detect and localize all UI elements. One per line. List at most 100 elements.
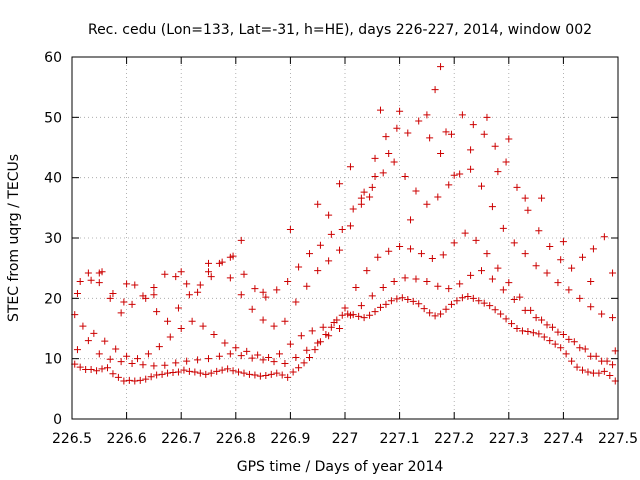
data-point (355, 312, 363, 320)
data-point (554, 328, 562, 336)
data-point (357, 194, 365, 202)
data-point (371, 154, 379, 162)
data-point (374, 253, 382, 261)
data-point (398, 294, 406, 302)
data-point (314, 339, 322, 347)
data-point (248, 305, 256, 313)
data-point (513, 183, 521, 191)
data-point (412, 275, 420, 283)
data-point (245, 370, 253, 378)
data-point (95, 279, 103, 287)
data-point (557, 344, 565, 352)
data-point (428, 255, 436, 263)
data-point (524, 206, 532, 214)
data-point (412, 187, 420, 195)
data-point (336, 325, 344, 332)
data-point (559, 238, 567, 246)
data-point (579, 253, 587, 261)
axis-ticks: 226.5 226.6 226.7 226.8 226.9 227 227.1 227.2 22… (44, 50, 638, 447)
data-point (431, 86, 439, 94)
data-point (568, 264, 576, 272)
data-point (363, 267, 371, 275)
data-point (598, 310, 606, 318)
data-point (393, 124, 401, 132)
data-point (368, 183, 376, 191)
data-point (573, 363, 581, 371)
data-point (308, 327, 316, 335)
data-point (510, 239, 518, 247)
data-point (161, 361, 169, 369)
data-point (458, 294, 466, 302)
data-point (221, 339, 229, 347)
data-point (226, 350, 234, 358)
data-point (357, 200, 365, 208)
data-point (218, 258, 226, 266)
data-point (243, 347, 251, 355)
data-point (538, 194, 546, 202)
data-point (521, 194, 529, 202)
data-point (565, 286, 573, 294)
data-point (404, 296, 412, 304)
data-point (346, 163, 354, 171)
data-point (164, 369, 172, 377)
data-point (502, 315, 510, 323)
data-point (437, 63, 445, 71)
data-point (535, 227, 543, 235)
data-point (437, 310, 445, 318)
data-point (513, 325, 521, 332)
data-point (106, 355, 114, 363)
data-point (295, 263, 303, 271)
chart-title: Rec. cedu (Lon=133, Lat=-31, h=HE), days… (88, 22, 592, 38)
data-point (423, 200, 431, 208)
data-point (273, 286, 281, 294)
data-point (248, 354, 256, 362)
data-point (169, 369, 177, 377)
data-point (434, 193, 442, 201)
data-point (185, 367, 193, 375)
data-point (499, 286, 507, 294)
data-point (125, 376, 133, 384)
data-point (194, 288, 202, 296)
data-point (150, 283, 158, 291)
data-point (494, 264, 502, 272)
data-point (371, 172, 379, 180)
data-point (286, 340, 294, 348)
data-point (467, 146, 475, 154)
data-point (442, 128, 450, 136)
data-point (123, 280, 131, 288)
data-point (467, 271, 475, 279)
data-point (196, 369, 204, 377)
data-point (303, 346, 311, 354)
data-point (480, 130, 488, 138)
data-point (576, 344, 584, 352)
data-point (265, 353, 273, 361)
data-point (155, 343, 163, 351)
data-point (488, 275, 496, 283)
data-point (185, 291, 193, 299)
data-point (109, 290, 117, 298)
data-point (609, 269, 617, 277)
data-point (431, 312, 439, 320)
y-tick-label: 30 (44, 231, 62, 247)
data-point (387, 297, 395, 305)
data-point (407, 245, 415, 253)
data-point (445, 181, 453, 189)
data-point (562, 350, 570, 358)
y-tick-label: 10 (44, 352, 62, 368)
data-point (480, 299, 488, 307)
data-point (532, 314, 540, 322)
data-point (117, 309, 125, 317)
x-tick-label: 227.4 (543, 431, 583, 447)
data-point (295, 364, 303, 372)
data-point (327, 230, 335, 238)
data-point (325, 332, 333, 340)
data-point (483, 113, 491, 121)
data-point (535, 330, 543, 338)
data-point (366, 193, 374, 201)
data-point (93, 367, 101, 375)
data-point (464, 293, 472, 301)
data-point (592, 352, 600, 360)
data-point (508, 320, 516, 328)
data-point (417, 250, 425, 258)
